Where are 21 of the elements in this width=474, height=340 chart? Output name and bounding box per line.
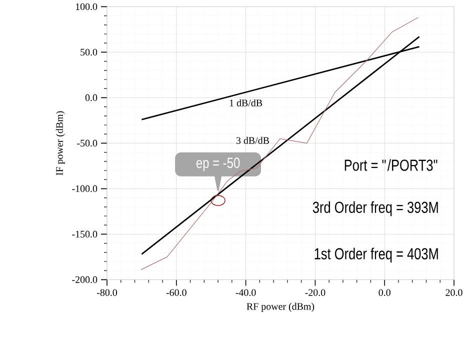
y-tick-label: -200.0 [72, 276, 98, 284]
x-tick-label: -20.0 [305, 289, 326, 296]
annotation: ep = -50 [196, 158, 240, 172]
x-tick-label: 0.0 [378, 289, 390, 296]
y-tick-label: 100.0 [76, 3, 98, 10]
y-axis-title: IF power (dBm) [56, 111, 65, 176]
annotation: 3 dB/dB [236, 137, 269, 144]
annotation: 3rd Order freq = 393M [312, 201, 438, 216]
annotation: 1st Order freq = 403M [314, 248, 438, 263]
x-axis-title: RF power (dBm) [246, 302, 314, 312]
annotation: Port = "/PORT3" [344, 159, 438, 172]
y-tick-label: 50.0 [80, 48, 98, 56]
x-tick-label: -60.0 [166, 289, 186, 296]
y-tick-label: -100.0 [72, 185, 98, 192]
x-tick-label: -80.0 [97, 289, 118, 296]
x-tick-label: -40.0 [236, 289, 256, 296]
y-tick-label: -150.0 [72, 230, 98, 238]
annotation: 1 dB/dB [230, 99, 262, 107]
x-tick-label: 20.0 [446, 289, 462, 296]
y-tick-label: -50.0 [77, 140, 98, 147]
y-tick-label: 0.0 [85, 94, 98, 102]
